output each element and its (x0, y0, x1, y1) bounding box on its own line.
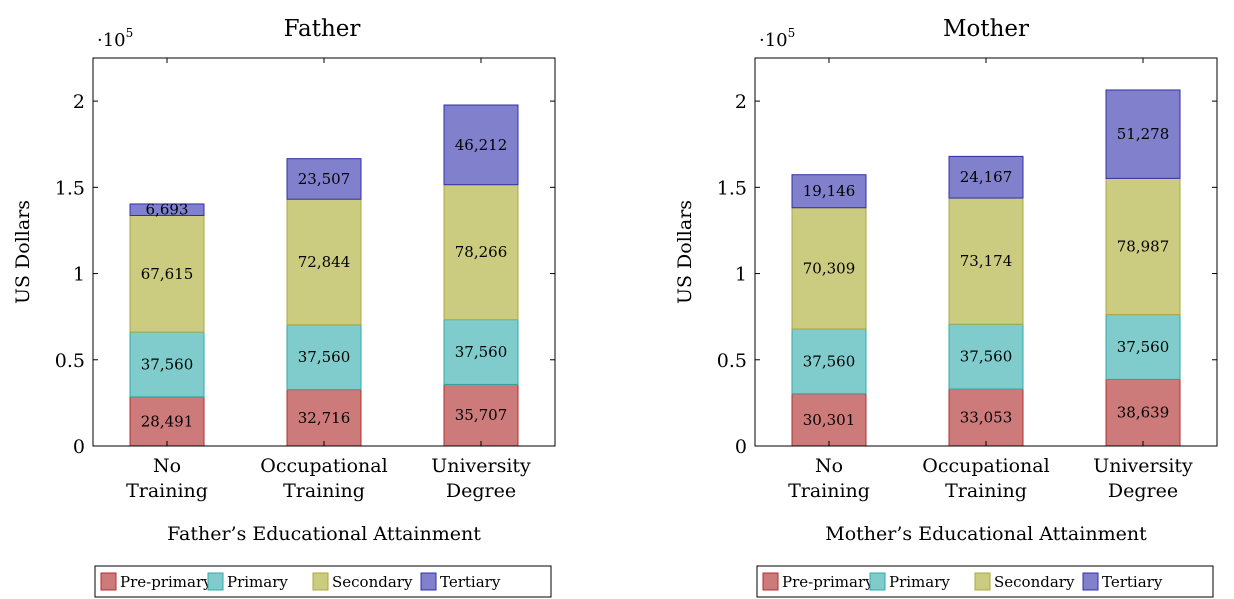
mother-legend-swatch-primary (869, 572, 886, 591)
father-bar-tertiary-2 (443, 104, 519, 186)
mother-y-tick-label: 1.5 (717, 177, 747, 199)
father-bar-secondary-2 (443, 184, 519, 321)
mother-bar-pre-primary-0 (791, 393, 867, 447)
father-bar-primary-2 (443, 319, 519, 385)
father-x-category-label-0: No Training (126, 455, 208, 502)
father-legend-label-secondary: Secondary (332, 573, 413, 591)
mother-x-category-label-1: Occupational Training (922, 455, 1049, 502)
mother-bar-label-secondary-2: 78,987 (1117, 237, 1170, 255)
father-legend-swatch-tertiary (420, 572, 437, 591)
father-chart-title: Father (284, 16, 361, 42)
father-bar-pre-primary-0 (129, 396, 205, 447)
mother-legend-label-tertiary: Tertiary (1102, 573, 1163, 591)
mother-legend-label-secondary: Secondary (994, 573, 1075, 591)
mother-bar-tertiary-1 (948, 155, 1024, 199)
mother-legend-label-primary: Primary (889, 573, 950, 591)
mother-y-axis-label: US Dollars (674, 200, 696, 304)
mother-legend-swatch-tertiary (1082, 572, 1099, 591)
mother-y-tick-label: 0 (735, 436, 747, 458)
father-bar-tertiary-1 (286, 158, 362, 200)
mother-chart-title: Mother (943, 16, 1029, 42)
father-bar-label-secondary-2: 78,266 (455, 243, 508, 261)
mother-bar-label-tertiary-2: 51,278 (1117, 125, 1170, 143)
father-bar-label-secondary-1: 72,844 (298, 253, 351, 271)
mother-bar-primary-1 (948, 323, 1024, 390)
father-legend-label-primary: Primary (227, 573, 288, 591)
mother-bar-primary-0 (791, 328, 867, 395)
father-bar-label-pre-primary-0: 28,491 (141, 412, 194, 430)
father-bar-pre-primary-1 (286, 389, 362, 447)
father-x-axis-label: Father’s Educational Attainment (167, 523, 481, 545)
father-y-multiplier: ·105 (97, 26, 133, 51)
father-y-tick-label: 1.5 (55, 177, 85, 199)
mother-bar-label-secondary-1: 73,174 (960, 252, 1013, 270)
mother-y-multiplier: ·105 (759, 26, 795, 51)
father-bar-tertiary-0 (129, 203, 205, 217)
mother-bar-label-primary-1: 37,560 (960, 348, 1013, 366)
father-bar-label-primary-1: 37,560 (298, 348, 351, 366)
father-bar-primary-0 (129, 331, 205, 398)
father-y-tick-label: 0 (73, 436, 85, 458)
father-bar-label-pre-primary-2: 35,707 (455, 406, 508, 424)
mother-x-category-label-0: No Training (788, 455, 870, 502)
father-x-category-label-1: Occupational Training (260, 455, 387, 502)
mother-y-tick-label: 1 (735, 264, 747, 286)
mother-bar-label-pre-primary-2: 38,639 (1117, 404, 1170, 422)
father-chart-panel: Father ·105 28,491 37,560 67,615 6,693 32,716 3… (12, 16, 556, 598)
mother-legend-swatch-secondary (974, 572, 991, 591)
mother-bar-label-primary-0: 37,560 (803, 352, 856, 370)
father-legend-swatch-pre-primary (100, 572, 117, 591)
mother-chart-panel: Mother ·105 30,301 37,560 70,309 19,146 33,053… (674, 16, 1218, 598)
mother-bar-secondary-2 (1105, 177, 1181, 316)
father-bar-label-secondary-0: 67,615 (141, 265, 194, 283)
father-y-tick-label: 1 (73, 264, 85, 286)
father-bar-label-primary-0: 37,560 (141, 355, 194, 373)
mother-bar-tertiary-0 (791, 174, 867, 209)
father-legend-label-tertiary: Tertiary (440, 573, 501, 591)
father-bar-label-primary-2: 37,560 (455, 343, 508, 361)
father-y-axis-label: US Dollars (12, 200, 34, 304)
mother-bar-label-tertiary-1: 24,167 (960, 168, 1013, 186)
father-y-tick-label: 0.5 (55, 350, 85, 372)
mother-bar-label-tertiary-0: 19,146 (803, 182, 856, 200)
mother-legend-swatch-pre-primary (762, 572, 779, 591)
mother-legend-label-pre-primary: Pre-primary (782, 573, 874, 591)
father-bar-label-tertiary-0: 6,693 (146, 201, 189, 219)
father-legend-label-pre-primary: Pre-primary (120, 573, 212, 591)
father-bar-label-tertiary-2: 46,212 (455, 136, 508, 154)
father-legend-swatch-primary (207, 572, 224, 591)
mother-bar-label-primary-2: 37,560 (1117, 338, 1170, 356)
father-bar-pre-primary-2 (443, 383, 519, 447)
father-x-category-label-2: University Degree (431, 455, 531, 502)
father-bar-label-pre-primary-1: 32,716 (298, 409, 351, 427)
father-bar-label-tertiary-1: 23,507 (298, 170, 351, 188)
mother-bar-tertiary-2 (1105, 89, 1181, 179)
mother-bar-label-pre-primary-0: 30,301 (803, 411, 856, 429)
mother-bar-pre-primary-1 (948, 388, 1024, 447)
father-y-tick-label: 2 (73, 91, 85, 113)
mother-x-category-label-2: University Degree (1093, 455, 1193, 502)
mother-bar-label-pre-primary-1: 33,053 (960, 409, 1013, 427)
father-bar-secondary-1 (286, 198, 362, 326)
mother-bar-primary-2 (1105, 314, 1181, 380)
mother-bar-label-secondary-0: 70,309 (803, 259, 856, 277)
mother-bar-secondary-1 (948, 197, 1024, 325)
mother-y-tick-label: 0.5 (717, 350, 747, 372)
mother-x-axis-label: Mother’s Educational Attainment (825, 523, 1147, 545)
father-legend-swatch-secondary (312, 572, 329, 591)
mother-y-tick-label: 2 (735, 91, 747, 113)
